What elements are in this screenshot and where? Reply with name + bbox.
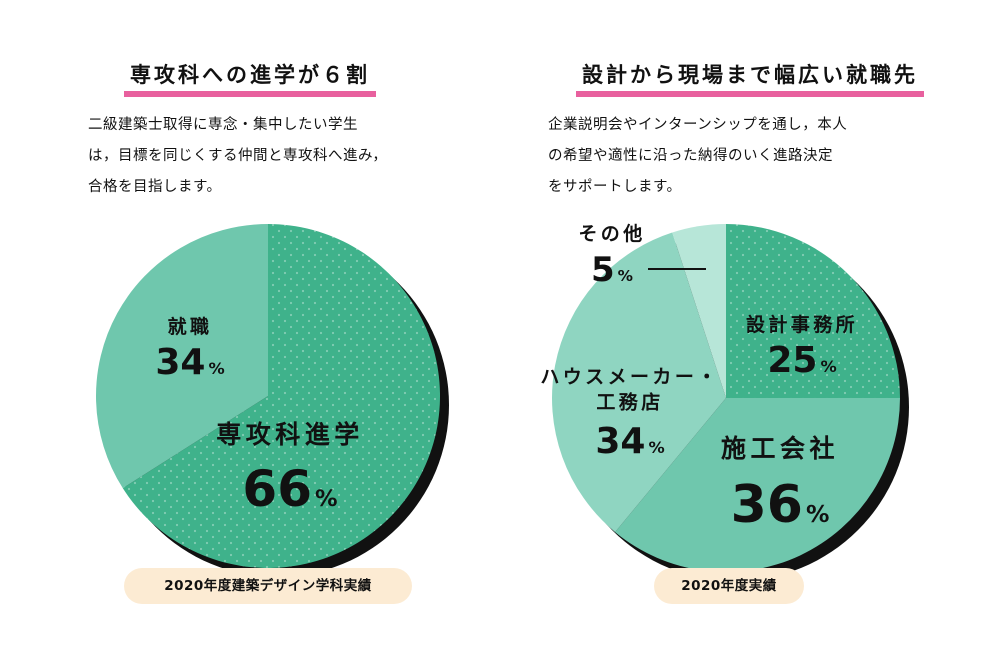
slice-label-1: 就職 <box>168 315 213 338</box>
pie-slice-0-pattern <box>726 224 900 398</box>
left-desc-line-3: 合格を目指します。 <box>88 179 222 195</box>
slice-value-0: 25% <box>767 340 836 381</box>
right-desc-line-1: 企業説明会やインターンシップを通し，本人 <box>548 117 848 133</box>
right-desc-line-3: をサポートします。 <box>548 179 682 195</box>
left-panel: 専攻科への進学が６割 二級建築士取得に専念・集中したい学生 は，目標を同じくする… <box>0 60 500 604</box>
left-year-badge: 2020年度建築デザイン学科実績 <box>124 568 412 604</box>
slice-label-2-line-1: 工務店 <box>596 391 663 414</box>
right-heading: 設計から現場まで幅広い就職先 <box>500 60 1000 97</box>
pie-slice-3 <box>672 224 726 398</box>
left-heading: 専攻科への進学が６割 <box>0 60 500 97</box>
left-description: 二級建築士取得に専念・集中したい学生 は，目標を同じくする仲間と専攻科へ進み， … <box>88 110 448 203</box>
left-desc-line-1: 二級建築士取得に専念・集中したい学生 <box>88 117 358 133</box>
slice-label-2-line-0: ハウスメーカー・ <box>540 366 719 388</box>
left-desc-line-2: は，目標を同じくする仲間と専攻科へ進み， <box>88 148 388 164</box>
pie-slice-2 <box>552 232 726 533</box>
pie-slice-0-pattern <box>122 224 441 568</box>
slice-label-1: 施工会社 <box>721 434 839 463</box>
pie-slice-1 <box>96 224 269 489</box>
slice-label-0: 専攻科進学 <box>216 420 364 449</box>
slice-label-0: 設計事務所 <box>746 313 858 336</box>
right-panel: 設計から現場まで幅広い就職先 企業説明会やインターンシップを通し，本人 の希望や… <box>500 0 1000 666</box>
slice-value-1: 36% <box>731 475 830 535</box>
right-year-badge: 2020年度実績 <box>654 568 804 604</box>
slice-label-3: その他 <box>578 222 645 245</box>
right-description: 企業説明会やインターンシップを通し，本人 の希望や適性に沿った納得のいく進路決定… <box>548 110 928 203</box>
pie-slice-1 <box>615 398 900 572</box>
right-desc-line-2: の希望や適性に沿った納得のいく進路決定 <box>548 148 833 164</box>
